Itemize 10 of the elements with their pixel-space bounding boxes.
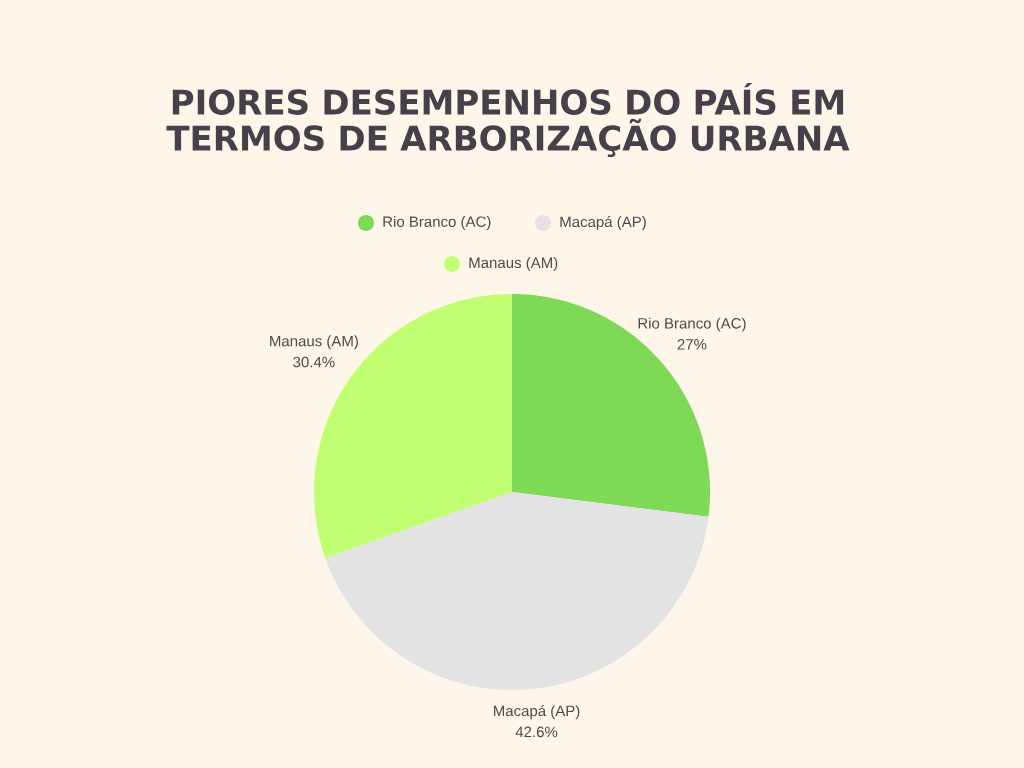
data-label: 27%	[677, 339, 707, 350]
data-label: 42.6%	[515, 726, 558, 738]
data-label: 30.4%	[293, 356, 335, 368]
slice-label: Rio Branco (AC)	[638, 317, 746, 332]
legend-label: Macapá (AP)	[560, 215, 646, 231]
legend-label: Rio Branco (AC)	[383, 216, 491, 230]
slice-label: Manaus (AM)	[270, 335, 358, 350]
chart-title: PIORES DESEMPENHOS DO PAÍS EM TERMOS DE ARBORIZAÇÃO URBANA	[166, 82, 850, 158]
slice-label: Macapá (AP)	[493, 704, 580, 720]
legend-label: Manaus (AM)	[469, 257, 558, 271]
